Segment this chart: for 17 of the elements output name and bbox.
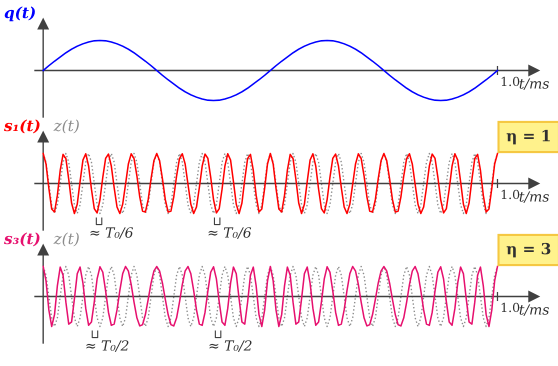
text: ≈ T₀/6 (208, 227, 252, 239)
x-axis-title: t/ms (520, 304, 549, 316)
x-axis-title: t/ms (520, 191, 549, 203)
text: 1.0 (502, 76, 520, 86)
text: 1.0 (502, 190, 520, 200)
text: η = 3 (506, 242, 550, 258)
series-label: s₁(t) (4, 119, 40, 134)
text: ≈ T₀/2 (86, 340, 128, 352)
text: q(t) (4, 6, 35, 22)
series-label: s₃(t) (4, 232, 40, 246)
text: ≈ T₀/2 (210, 340, 252, 352)
series-label: z(t) (54, 119, 79, 134)
text: η = 1 (506, 130, 550, 144)
series-label: z(t) (54, 232, 79, 246)
text: ≈ T₀/6 (90, 227, 133, 239)
x-axis-title: t/ms (520, 78, 549, 90)
text: 1.0 (502, 302, 520, 312)
